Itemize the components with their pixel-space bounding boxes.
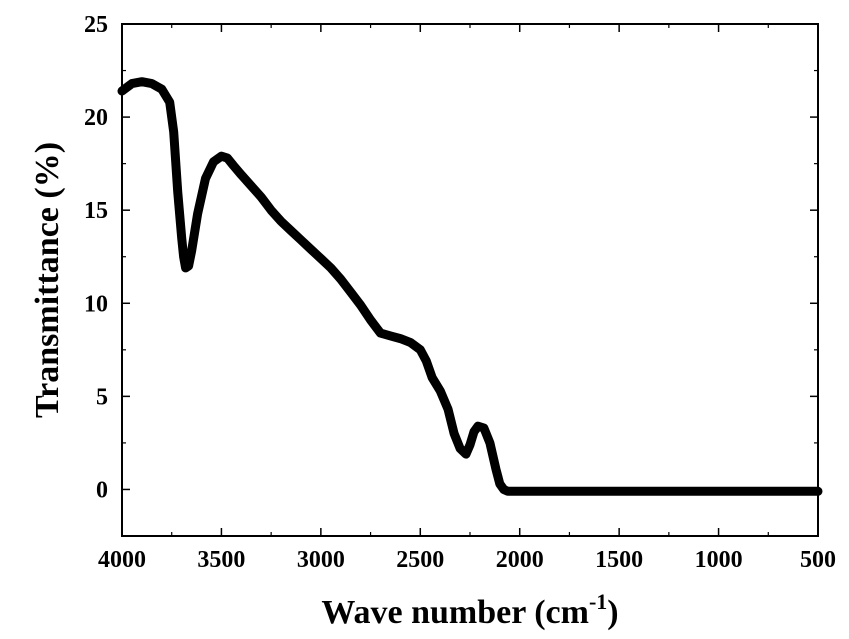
plot-frame xyxy=(121,23,819,537)
y-tick-label: 15 xyxy=(84,198,108,224)
x-axis-title: Wave number (cm-1) xyxy=(321,589,618,631)
axis-ticks xyxy=(121,23,819,537)
x-tick-label: 1500 xyxy=(595,547,643,573)
y-tick-label: 0 xyxy=(96,477,108,503)
x-tick-label: 2500 xyxy=(396,547,444,573)
x-tick-label: 4000 xyxy=(98,547,146,573)
y-axis-title: Transmittance (%) xyxy=(29,142,66,418)
x-axis-title-main: Wave number (cm xyxy=(321,594,589,631)
spectrum-line xyxy=(117,77,823,496)
y-tick-label: 10 xyxy=(84,291,108,317)
y-tick-label: 20 xyxy=(84,105,108,131)
x-tick-label: 2000 xyxy=(496,547,544,573)
x-tick-label: 500 xyxy=(800,547,836,573)
y-tick-label: 5 xyxy=(96,384,108,410)
tick-labels: 4000 3500 3000 2500 2000 1500 1000 500 0 5 10 15 20 2… xyxy=(84,12,836,573)
x-tick-label: 1000 xyxy=(695,547,743,573)
y-tick-label: 25 xyxy=(84,12,108,38)
x-tick-label: 3500 xyxy=(197,547,245,573)
x-tick-label: 3000 xyxy=(297,547,345,573)
x-axis-title-close: ) xyxy=(607,594,618,631)
x-axis-title-superscript: -1 xyxy=(589,589,607,614)
spectrum-series xyxy=(117,77,823,496)
